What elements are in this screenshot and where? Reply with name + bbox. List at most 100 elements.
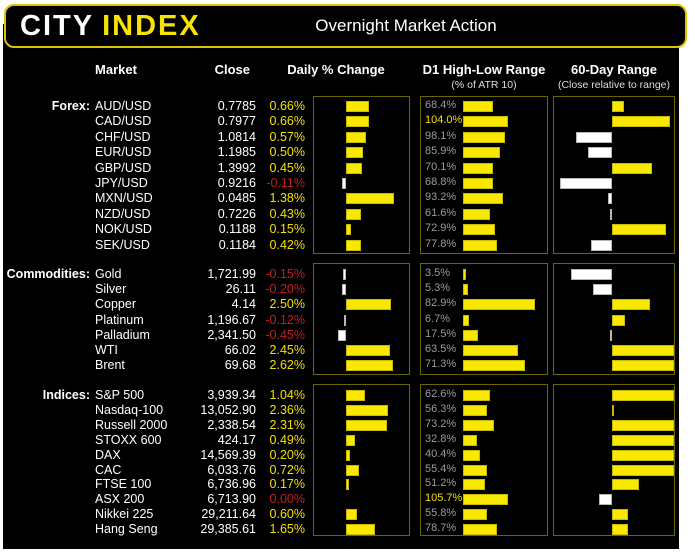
d1-range-value: 5.3%	[425, 282, 451, 295]
column-header-close: Close	[214, 62, 250, 77]
sixty-day-range-bar	[598, 494, 612, 506]
sixty-day-range-bar	[610, 329, 612, 341]
d1-range-panel: 62.6% 56.3% 73.2% 32.8% 40.4% 55.4% 51.2% 105.7…	[420, 384, 548, 536]
sixty-day-range-bar	[590, 239, 612, 251]
sixty-day-range-bar	[576, 131, 612, 143]
d1-range-value: 82.9%	[425, 297, 457, 310]
sixty-day-range-panel	[553, 263, 675, 375]
daily-change-bar	[346, 116, 369, 128]
daily-change-value: 0.17%	[269, 477, 305, 492]
daily-change-bar	[342, 178, 346, 189]
logo-city-text: CITY	[20, 10, 95, 42]
daily-change-value: 0.57%	[269, 129, 305, 144]
sixty-day-range-panel	[553, 96, 675, 254]
daily-change-bar	[346, 390, 365, 401]
daily-change-bar	[346, 434, 355, 446]
d1-range-value: 63.5%	[425, 343, 457, 355]
sixty-day-range-panel	[553, 384, 675, 536]
d1-range-bar	[463, 314, 469, 326]
daily-change-panel	[313, 96, 410, 254]
market-name: CHF/USD	[95, 129, 151, 144]
close-value: 424.17	[217, 432, 256, 447]
column-header-daily-change: Daily % Change	[287, 62, 385, 77]
market-name: EUR/USD	[95, 145, 152, 160]
d1-range-bar	[463, 147, 501, 159]
daily-change-value: 2.50%	[269, 297, 305, 312]
daily-change-bar	[343, 269, 346, 280]
close-value: 13,052.90	[200, 402, 256, 417]
column-header-60-day-range: 60-Day Range	[571, 62, 657, 77]
d1-range-bar	[463, 193, 504, 205]
d1-range-value: 85.9%	[425, 145, 457, 158]
market-name: Nikkei 225	[95, 507, 154, 522]
daily-change-value: 0.15%	[269, 222, 305, 237]
d1-range-bar	[463, 464, 487, 476]
market-name: NOK/USD	[95, 222, 152, 237]
market-name: CAD/USD	[95, 114, 152, 129]
d1-range-value: 72.9%	[425, 222, 457, 235]
market-name: AUD/USD	[95, 99, 152, 113]
daily-change-value: -0.45%	[265, 327, 305, 342]
market-name: S&P 500	[95, 388, 145, 402]
d1-range-value: 62.6%	[425, 388, 457, 400]
d1-range-bar	[463, 239, 497, 251]
close-value: 6,713.90	[207, 492, 256, 507]
daily-change-panel	[313, 263, 410, 375]
d1-range-value: 6.7%	[425, 312, 451, 325]
d1-range-bar	[463, 224, 495, 236]
sixty-day-range-bar	[612, 299, 650, 311]
section-label: Forex:	[51, 99, 90, 113]
close-value: 2,341.50	[207, 327, 256, 342]
daily-change-value: 0.60%	[269, 507, 305, 522]
daily-change-bar	[346, 419, 388, 431]
d1-range-value: 70.1%	[425, 160, 457, 173]
market-name: DAX	[95, 447, 121, 462]
market-name: Russell 2000	[95, 417, 168, 432]
d1-range-panel: 68.4% 104.0% 98.1% 85.9% 70.1% 68.8% 93.2% 61.6…	[420, 96, 548, 254]
close-value: 0.9216	[217, 176, 256, 190]
daily-change-bar	[346, 101, 369, 112]
close-value: 1.0814	[217, 129, 256, 144]
daily-change-value: 2.31%	[269, 417, 305, 432]
daily-change-bar	[337, 329, 346, 341]
sixty-day-range-bar	[612, 509, 629, 521]
d1-range-value: 105.7%	[425, 492, 463, 505]
daily-change-bar	[346, 509, 357, 521]
daily-change-bar	[346, 224, 352, 236]
logo-index-text: INDEX	[102, 10, 201, 42]
close-value: 0.1184	[218, 237, 256, 252]
daily-change-value: 0.00%	[269, 492, 305, 507]
market-name: Nasdaq-100	[95, 402, 164, 417]
close-value: 66.02	[224, 343, 256, 357]
d1-range-bar	[463, 494, 509, 506]
market-name: MXN/USD	[95, 191, 153, 206]
sixty-day-range-bar	[612, 116, 670, 128]
close-value: 29,385.61	[200, 522, 256, 537]
d1-range-bar	[463, 509, 487, 521]
daily-change-value: 0.66%	[269, 99, 305, 113]
close-value: 0.0485	[217, 191, 256, 206]
d1-range-bar	[463, 131, 506, 143]
close-value: 6,736.96	[207, 477, 256, 492]
close-value: 26.11	[225, 282, 256, 297]
daily-change-value: -0.15%	[265, 267, 305, 281]
daily-change-bar	[343, 314, 346, 326]
market-name: NZD/USD	[95, 206, 151, 221]
d1-range-bar	[463, 419, 495, 431]
d1-range-bar	[463, 390, 490, 401]
market-name: ASX 200	[95, 492, 145, 507]
daily-change-bar	[346, 239, 361, 251]
daily-change-value: 0.20%	[269, 447, 305, 462]
d1-range-bar	[463, 162, 494, 174]
sixty-day-range-bar	[612, 224, 667, 236]
close-value: 2,338.54	[207, 417, 256, 432]
d1-range-bar	[463, 208, 490, 220]
d1-range-bar	[463, 329, 479, 341]
daily-change-value: 0.50%	[269, 145, 305, 160]
column-header-market: Market	[95, 62, 137, 77]
section-label: Indices:	[42, 388, 90, 402]
sixty-day-range-bar	[612, 524, 629, 536]
market-name: Gold	[95, 267, 122, 281]
daily-change-bar	[346, 299, 391, 311]
market-name: Hang Seng	[95, 522, 158, 537]
